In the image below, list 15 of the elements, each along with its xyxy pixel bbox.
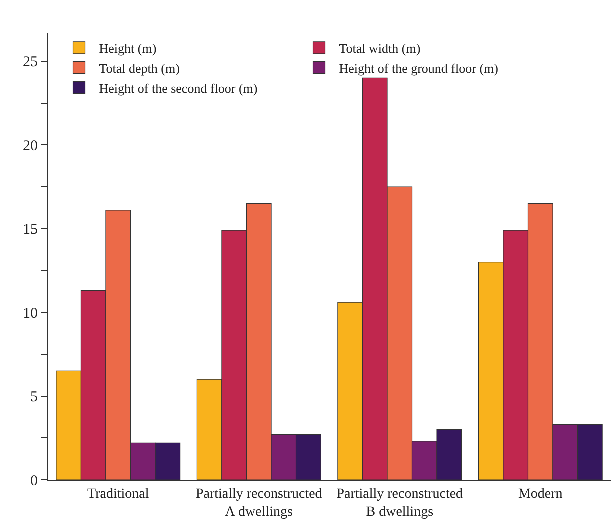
legend-label: Total depth (m): [99, 60, 180, 76]
y-tick-label: 10: [23, 306, 38, 322]
legend-label: Height (m): [99, 41, 157, 56]
y-tick-label: 15: [23, 222, 38, 238]
y-tick-label: 25: [23, 54, 38, 71]
legend-label: Total width (m): [339, 41, 421, 56]
y-tick-label: 0: [30, 473, 38, 490]
y-tick-label: 20: [23, 138, 38, 154]
x-tick-label: Partially reconstructed B dwellings: [336, 486, 464, 520]
x-tick-label: Modern: [518, 486, 563, 502]
legend-label: Height of the second floor (m): [99, 80, 258, 96]
legend-label: Height of the ground floor (m): [339, 60, 498, 76]
x-tick-label: Traditional: [88, 486, 150, 502]
x-tick-label: Partially reconstructed Λ dwellings: [196, 486, 322, 520]
y-tick-label: 5: [30, 390, 38, 406]
